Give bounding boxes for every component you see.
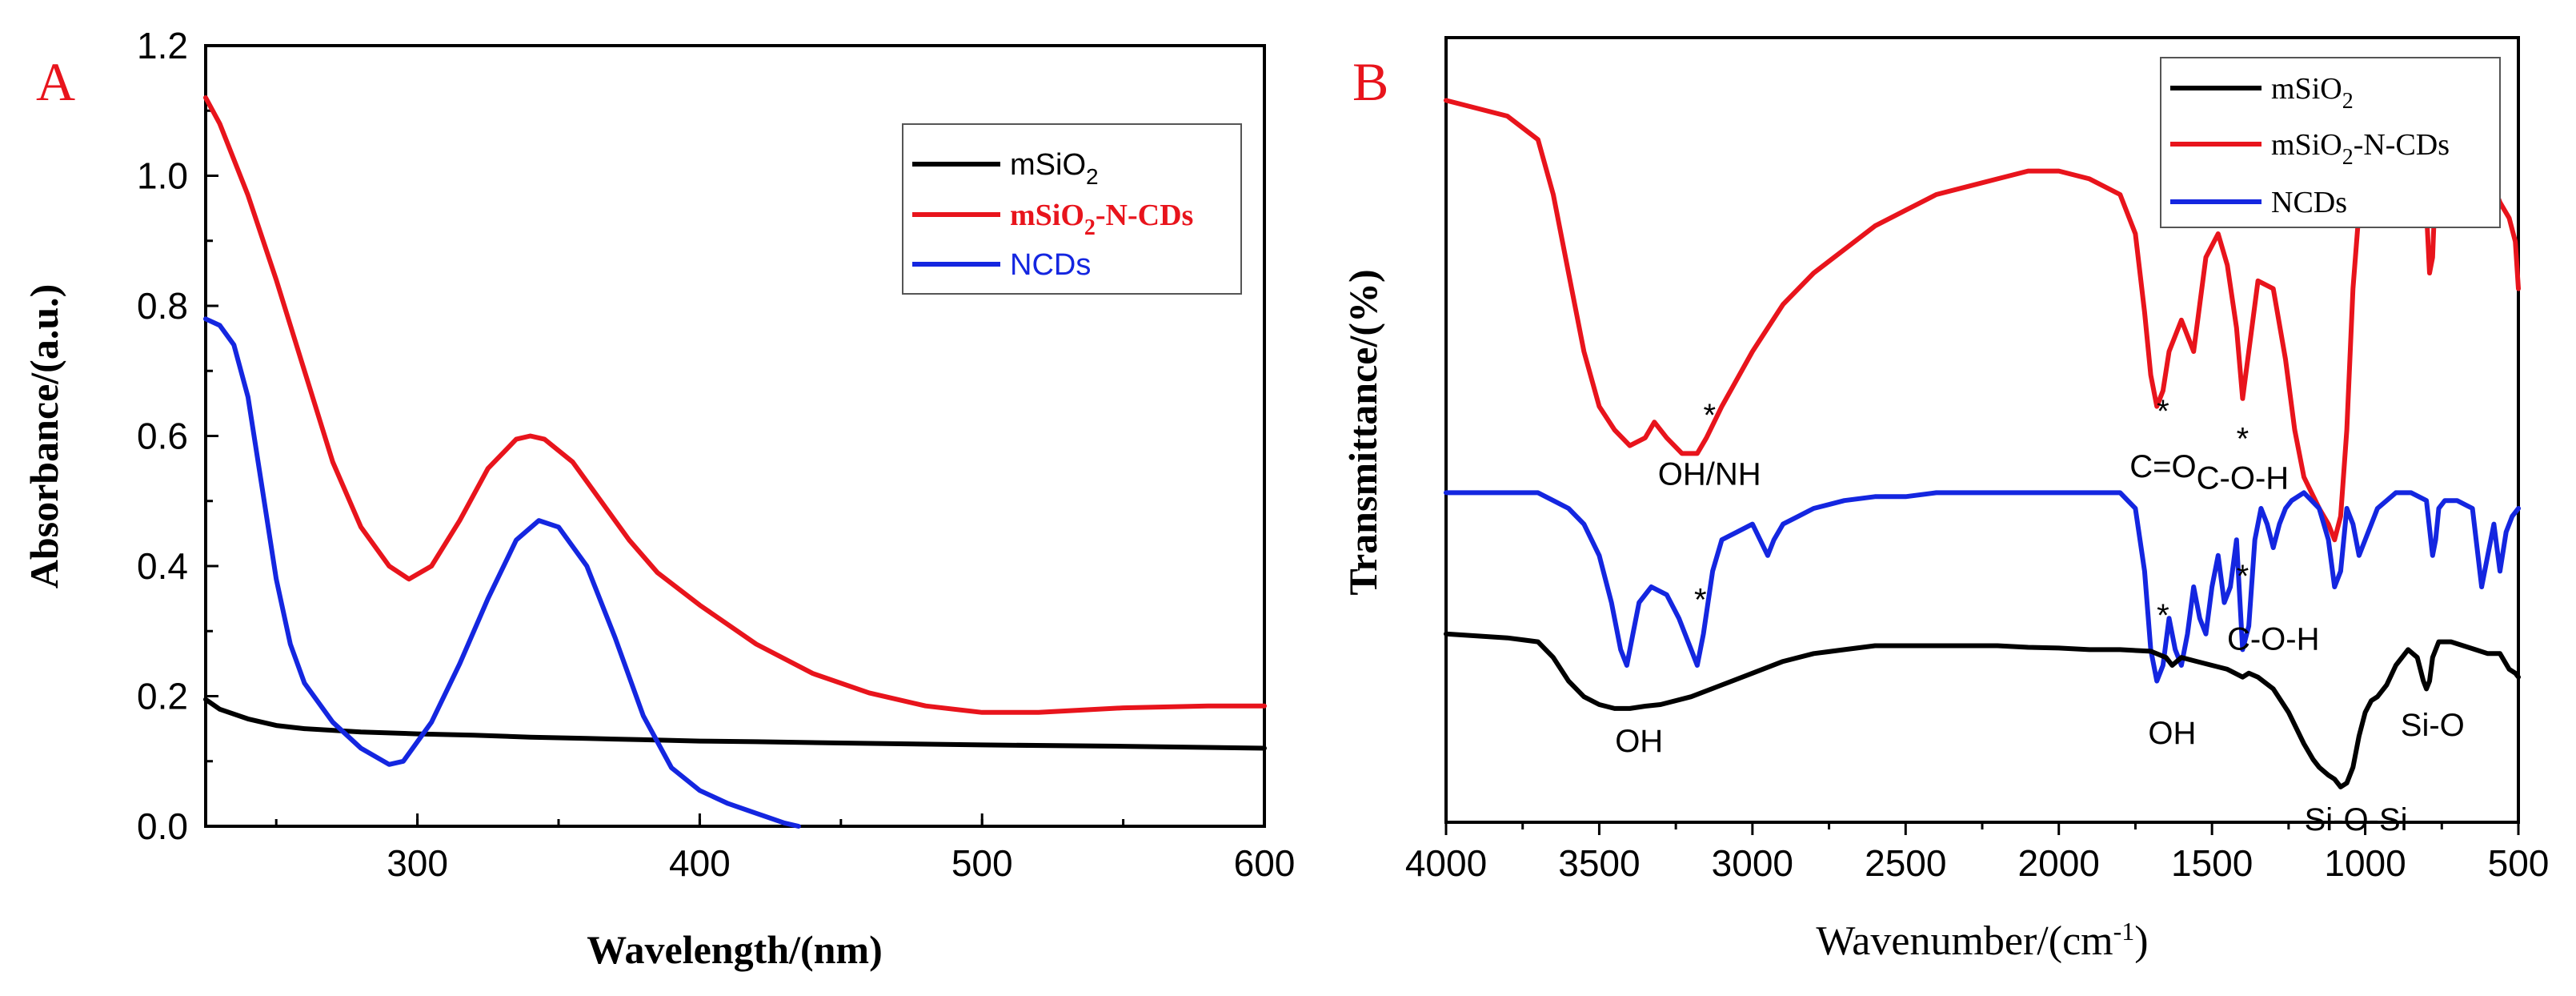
a-y-tick-label-4: 0.8 (137, 285, 188, 327)
b-asterisk-3: * (2157, 598, 2169, 633)
b-asterisk-4: * (2237, 422, 2249, 457)
b-legend-label-main-2: NCDs (2271, 186, 2347, 219)
a-x-tick-label-600: 600 (1234, 842, 1296, 884)
b-x-tick-label-2500: 2500 (1865, 842, 1946, 884)
b-asterisk-0: * (1703, 398, 1716, 433)
b-legend-label-1: mSiO2-N-CDs (2271, 128, 2450, 170)
a-series-ncds (203, 316, 801, 829)
b-annotation-oh-5: OH (2148, 716, 2196, 751)
b-annotation-c-o-h-3: C-O-H (2227, 621, 2320, 657)
a-legend-label-rest-1: -N-CDs (1096, 199, 1193, 232)
a-y-tick-label-0: 0.0 (137, 805, 188, 847)
b-annotation-oh-4: OH (1615, 724, 1663, 759)
panel-b: B 4000 3500 3000 2500 2000 1500 1000 500 OH/NH C… (1340, 36, 2550, 964)
panel-b-x-axis-title-end: ) (2134, 918, 2148, 964)
a-x-tick-label-400: 400 (669, 842, 731, 884)
panel-b-x-axis-title: Wavenumber/(cm-1) (1816, 917, 2148, 964)
b-legend-label-0: mSiO2 (2271, 72, 2354, 114)
b-x-tick-label-1000: 1000 (2324, 842, 2406, 884)
a-y-tick-label-2: 0.4 (137, 545, 188, 587)
panel-letter-a: A (36, 51, 75, 112)
a-y-tick-label-1: 0.2 (137, 676, 188, 717)
b-series-ncds (1444, 490, 2521, 684)
b-x-tick-label-2000: 2000 (2018, 842, 2100, 884)
b-legend-label-sub-1: 2 (2342, 145, 2354, 170)
b-annotation-oh-nh-0: OH/NH (1658, 457, 1761, 492)
a-series-msio2-n-cds (203, 95, 1267, 715)
panel-a-series (203, 95, 1267, 829)
b-legend-label-2: NCDs (2271, 186, 2347, 219)
panel-a-y-axis-title: Absorbance/(a.u.) (22, 284, 66, 589)
b-annotation-si-o-7: Si-O (2401, 708, 2465, 743)
b-x-tick-label-3000: 3000 (1712, 842, 1793, 884)
panel-b-x-axis-title-main: Wavenumber/(cm (1816, 918, 2113, 964)
b-annotation-c-o-1: C=O (2129, 449, 2196, 484)
a-legend-label-main-2: NCDs (1010, 248, 1091, 282)
a-legend-label-main-0: mSiO (1010, 148, 1086, 182)
b-x-tick-label-500: 500 (2488, 842, 2550, 884)
panel-b-x-axis-title-sup: -1 (2113, 917, 2135, 946)
b-legend-label-main-1: mSiO (2271, 128, 2342, 162)
a-series-msio2 (203, 697, 1267, 751)
b-x-tick-label-3500: 3500 (1558, 842, 1640, 884)
panel-b-ticks: 4000 3500 3000 2500 2000 1500 1000 500 (1405, 822, 2550, 884)
b-x-tick-label-1500: 1500 (2171, 842, 2253, 884)
panel-b-y-axis-title: Transmittance/(%) (1340, 269, 1385, 595)
b-legend-label-sub-0: 2 (2342, 89, 2354, 114)
a-legend-label-0: mSiO2 (1010, 148, 1099, 189)
b-legend-label-main-0: mSiO (2271, 72, 2342, 106)
a-y-tick-label-3: 0.6 (137, 416, 188, 457)
b-asterisk-5: * (2237, 559, 2249, 594)
a-legend-label-sub-1: 2 (1084, 215, 1096, 240)
b-asterisk-2: * (2157, 394, 2169, 429)
a-legend-label-1: mSiO2-N-CDs (1010, 199, 1193, 240)
a-y-tick-label-5: 1.0 (137, 155, 188, 197)
a-legend-label-main-1: mSiO (1010, 199, 1084, 232)
b-annotation-si-o-si-6: Si-O-Si (2305, 802, 2408, 837)
a-legend-label-sub-0: 2 (1086, 164, 1099, 189)
panel-a-x-axis-title: Wavelength/(nm) (587, 927, 882, 972)
b-x-tick-label-4000: 4000 (1405, 842, 1487, 884)
b-series-msio2 (1444, 631, 2521, 789)
a-y-tick-label-6: 1.2 (137, 25, 188, 66)
panel-a-ticks: 300 400 500 600 0.0 0.2 0.4 0.6 0.8 1.0 1.2 (137, 25, 1295, 884)
b-legend-label-rest-1: -N-CDs (2354, 128, 2450, 162)
a-x-tick-label-500: 500 (951, 842, 1013, 884)
b-annotation-c-o-h-2: C-O-H (2197, 461, 2290, 496)
a-x-tick-label-300: 300 (387, 842, 448, 884)
panel-a: A 300 400 500 600 0.0 0.2 0.4 0.6 0.8 1.0 1.2 Wave… (22, 25, 1295, 972)
panel-letter-b: B (1352, 51, 1388, 112)
a-legend-label-2: NCDs (1010, 248, 1091, 282)
b-asterisk-1: * (1694, 582, 1707, 617)
